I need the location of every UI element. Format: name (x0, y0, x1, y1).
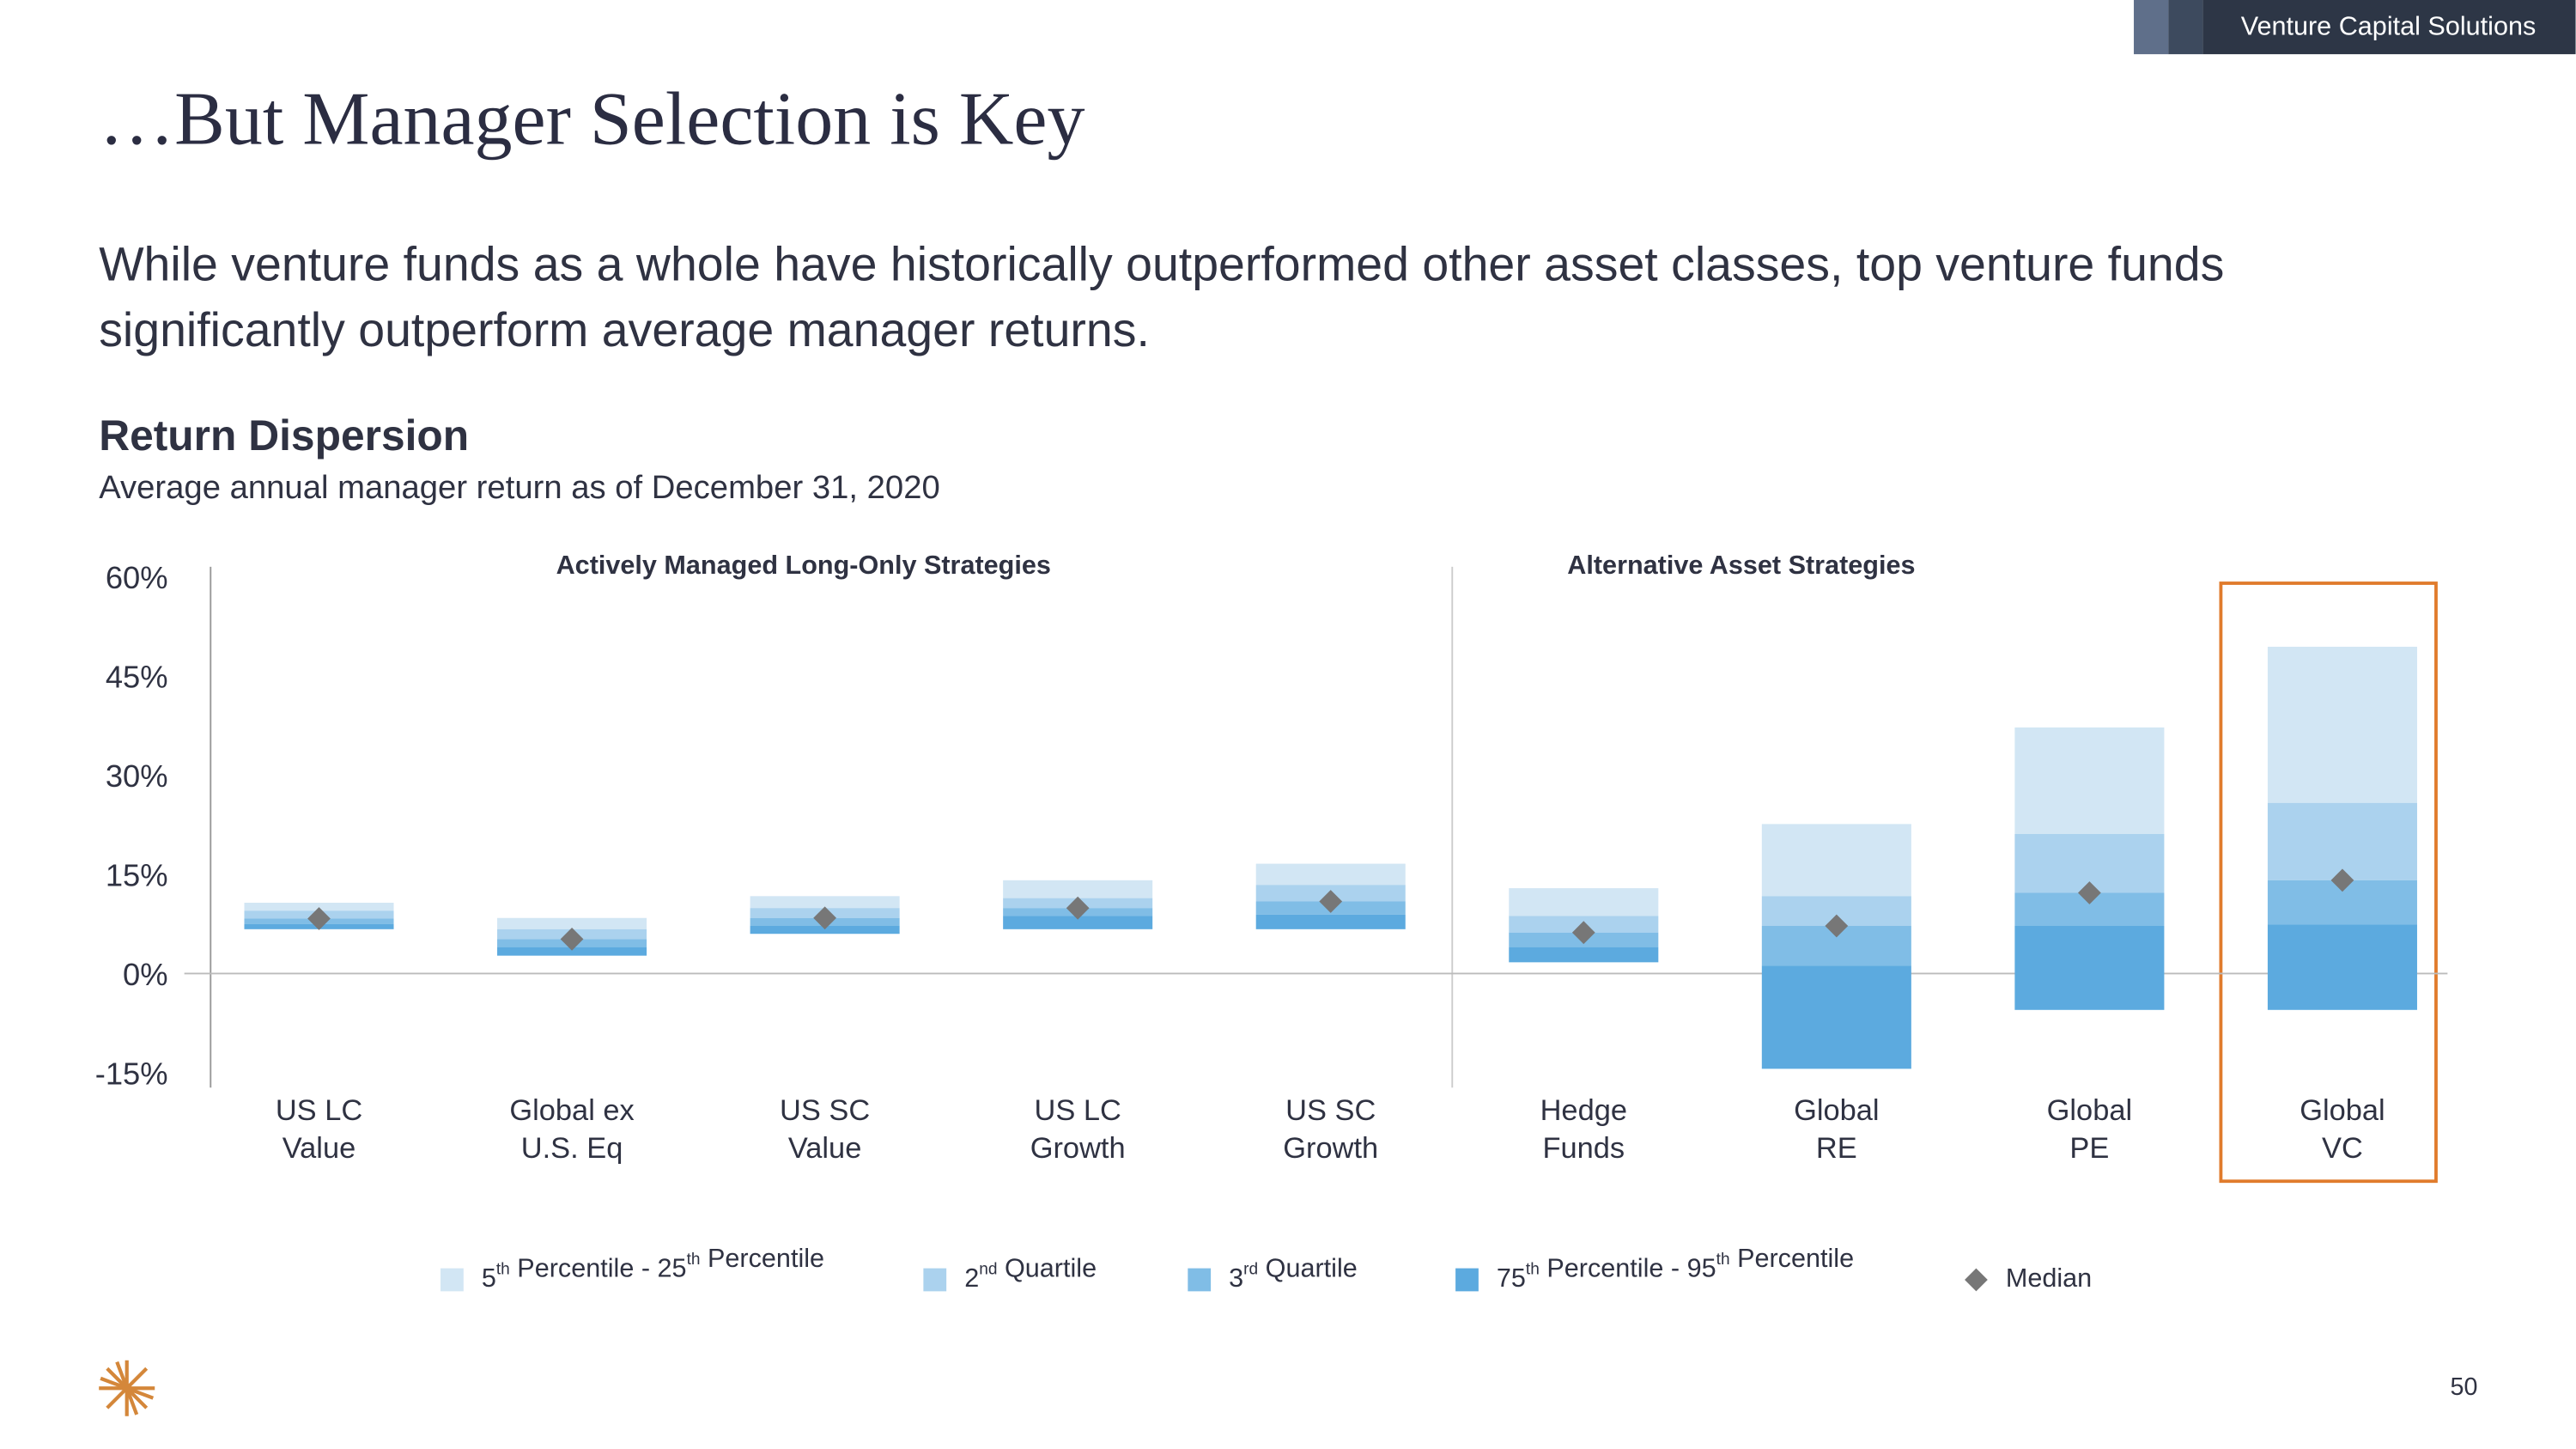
legend-swatch (440, 1268, 464, 1292)
median-marker (1571, 921, 1595, 945)
legend-text: 3 (1229, 1263, 1243, 1293)
bar-segment (1255, 863, 1406, 886)
logo (99, 1360, 155, 1416)
legend-text: 5 (482, 1263, 496, 1293)
legend-text: Quartile (997, 1254, 1097, 1283)
legend-label: 5th Percentile - 25th Percentile (482, 1244, 824, 1293)
tag-accent (2134, 0, 2169, 55)
legend-label: Median (2006, 1263, 2092, 1293)
page-number: 50 (2451, 1373, 2478, 1401)
y-tick-label: 45% (106, 659, 168, 694)
bar-segment (244, 903, 394, 911)
x-tick-label: US SC (780, 1094, 870, 1127)
x-tick-label: Global (2047, 1094, 2132, 1127)
group-label: Actively Managed Long-Only Strategies (556, 551, 1051, 580)
legend-text: 95 (1687, 1254, 1716, 1283)
legend-sup: th (496, 1261, 510, 1279)
x-tick-label: US SC (1285, 1094, 1376, 1127)
legend-label: 2nd Quartile (964, 1254, 1097, 1293)
y-tick-label: 15% (106, 857, 168, 892)
bar-segment (1003, 880, 1153, 898)
lead-line: While venture funds as a whole have hist… (99, 237, 2224, 290)
legend-text: Median (2006, 1263, 2092, 1293)
x-tick-label: Value (283, 1132, 355, 1165)
legend-label: 75th Percentile - 95th Percentile (1497, 1244, 1854, 1293)
bar-segment (2014, 925, 2165, 1010)
x-tick-label: US LC (276, 1094, 362, 1127)
legend-swatch (1455, 1268, 1479, 1292)
x-tick-label: VC (2322, 1132, 2363, 1165)
bar-segment (1003, 916, 1153, 929)
legend-sup: nd (979, 1261, 997, 1279)
x-tick-label: Global ex (509, 1094, 634, 1127)
tag-bar (2202, 0, 2576, 55)
legend-text: Percentile - (1540, 1254, 1687, 1283)
x-tick-label: PE (2069, 1132, 2109, 1165)
median-marker (1825, 914, 1849, 938)
bar-segment (2267, 646, 2417, 803)
median-marker (2078, 881, 2101, 904)
legend-sup: th (687, 1251, 701, 1269)
tag-accent (2168, 0, 2203, 55)
group-label: Alternative Asset Strategies (1567, 551, 1915, 580)
x-tick-label: Hedge (1540, 1094, 1627, 1127)
legend-sup: rd (1243, 1261, 1258, 1279)
header-tag: Venture Capital Solutions (2241, 12, 2537, 41)
x-tick-label: Global (2300, 1094, 2385, 1127)
bar-segment (497, 917, 647, 929)
bar-segment (2267, 924, 2417, 1010)
x-tick-label: RE (1816, 1132, 1857, 1165)
bar-segment (750, 925, 900, 935)
y-tick-label: 60% (106, 560, 168, 595)
legend-text: Quartile (1258, 1254, 1358, 1283)
legend-marker (1965, 1268, 1988, 1292)
bar-segment (1509, 888, 1659, 916)
median-marker (560, 928, 584, 951)
highlight-box (2219, 581, 2438, 1184)
x-tick-label: Funds (1542, 1132, 1625, 1165)
chart-subtitle: Average annual manager return as of Dece… (99, 469, 940, 506)
bar-segment (2267, 802, 2417, 880)
bar-segment (497, 947, 647, 956)
bar-segment (750, 896, 900, 909)
legend-label: 3rd Quartile (1229, 1254, 1358, 1293)
lead-line: significantly outperform average manager… (99, 303, 1150, 356)
chart-title: Return Dispersion (99, 411, 469, 460)
legend-swatch (923, 1268, 947, 1292)
legend-sup: th (1526, 1261, 1540, 1279)
legend-swatch (1188, 1268, 1212, 1292)
bar-segment (1509, 947, 1659, 963)
legend-text: 25 (658, 1254, 687, 1283)
x-tick-label: Global (1794, 1094, 1879, 1127)
bar-segment (1761, 824, 1911, 897)
y-tick-label: -15% (95, 1056, 168, 1091)
x-tick-label: Value (788, 1132, 861, 1165)
legend-text: 2 (964, 1263, 979, 1293)
legend-text: Percentile - (510, 1254, 658, 1283)
median-marker (813, 906, 837, 930)
legend-sup: th (1716, 1251, 1730, 1269)
x-tick-label: U.S. Eq (521, 1132, 623, 1165)
x-tick-label: US LC (1035, 1094, 1121, 1127)
y-tick-label: 30% (106, 758, 168, 794)
y-tick-label: 0% (123, 957, 168, 992)
x-tick-label: Growth (1030, 1132, 1126, 1165)
bar-segment (1255, 914, 1406, 929)
bar-segment (1761, 965, 1911, 1069)
bar-segment (2014, 727, 2165, 834)
legend-text: 75 (1497, 1263, 1526, 1293)
median-marker (1066, 896, 1090, 920)
median-marker (1319, 890, 1343, 913)
legend-text: Percentile (701, 1244, 825, 1273)
legend-text: Percentile (1730, 1244, 1855, 1273)
slide-title: …But Manager Selection is Key (99, 77, 1084, 161)
x-tick-label: Growth (1283, 1132, 1378, 1165)
